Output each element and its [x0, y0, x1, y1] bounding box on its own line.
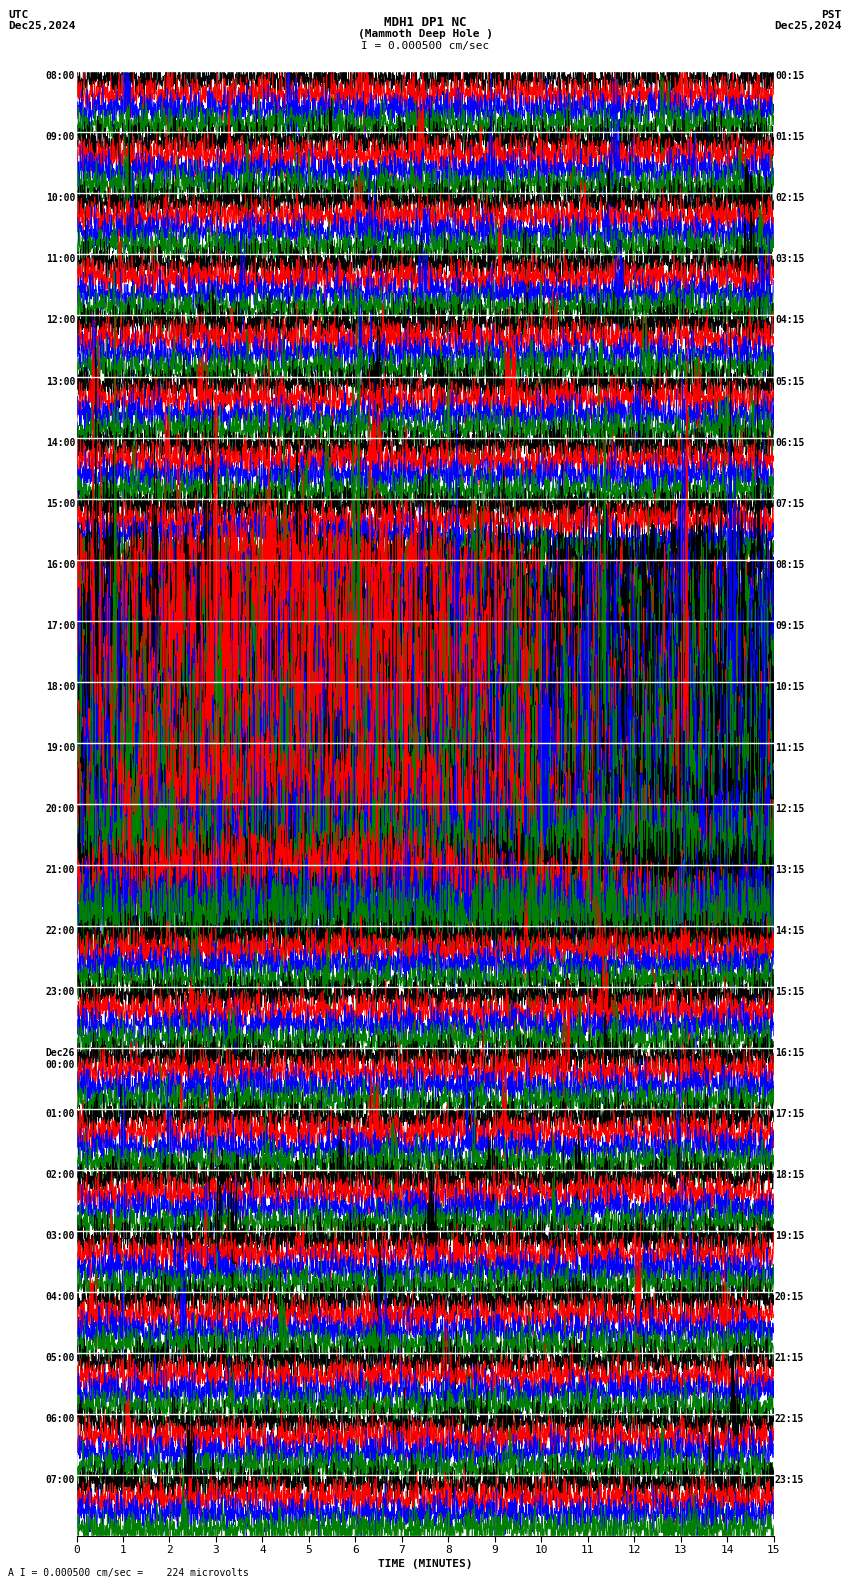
Text: 22:15: 22:15	[775, 1415, 804, 1424]
Text: 08:00: 08:00	[46, 71, 75, 81]
Text: 03:00: 03:00	[46, 1231, 75, 1242]
Text: MDH1 DP1 NC: MDH1 DP1 NC	[383, 16, 467, 29]
Text: 03:15: 03:15	[775, 255, 804, 265]
Text: 02:15: 02:15	[775, 193, 804, 203]
Text: 20:15: 20:15	[775, 1293, 804, 1302]
Text: 19:00: 19:00	[46, 743, 75, 752]
Text: I = 0.000500 cm/sec: I = 0.000500 cm/sec	[361, 41, 489, 51]
Text: 13:15: 13:15	[775, 865, 804, 874]
Text: 00:15: 00:15	[775, 71, 804, 81]
Text: 15:00: 15:00	[46, 499, 75, 508]
Text: 16:00: 16:00	[46, 559, 75, 570]
Text: 06:15: 06:15	[775, 437, 804, 448]
Text: 21:00: 21:00	[46, 865, 75, 874]
Text: 05:15: 05:15	[775, 377, 804, 386]
Text: 01:00: 01:00	[46, 1109, 75, 1120]
Text: 01:15: 01:15	[775, 133, 804, 143]
Text: 12:15: 12:15	[775, 803, 804, 814]
Text: 17:00: 17:00	[46, 621, 75, 630]
Text: Dec25,2024: Dec25,2024	[8, 21, 76, 30]
Text: 07:15: 07:15	[775, 499, 804, 508]
Text: 22:00: 22:00	[46, 927, 75, 936]
Text: 02:00: 02:00	[46, 1171, 75, 1180]
Text: PST: PST	[821, 10, 842, 19]
Text: 18:15: 18:15	[775, 1171, 804, 1180]
Text: 14:00: 14:00	[46, 437, 75, 448]
Text: 18:00: 18:00	[46, 681, 75, 692]
X-axis label: TIME (MINUTES): TIME (MINUTES)	[377, 1559, 473, 1570]
Text: 04:15: 04:15	[775, 315, 804, 325]
Text: A I = 0.000500 cm/sec =    224 microvolts: A I = 0.000500 cm/sec = 224 microvolts	[8, 1568, 249, 1578]
Text: 11:15: 11:15	[775, 743, 804, 752]
Text: 10:00: 10:00	[46, 193, 75, 203]
Text: 10:15: 10:15	[775, 681, 804, 692]
Text: Dec25,2024: Dec25,2024	[774, 21, 842, 30]
Text: 09:00: 09:00	[46, 133, 75, 143]
Text: 09:15: 09:15	[775, 621, 804, 630]
Text: 07:00: 07:00	[46, 1475, 75, 1486]
Text: 16:15: 16:15	[775, 1049, 804, 1058]
Text: 20:00: 20:00	[46, 803, 75, 814]
Text: 21:15: 21:15	[775, 1353, 804, 1364]
Text: Dec26
00:00: Dec26 00:00	[46, 1049, 75, 1069]
Text: 04:00: 04:00	[46, 1293, 75, 1302]
Text: 12:00: 12:00	[46, 315, 75, 325]
Text: 23:15: 23:15	[775, 1475, 804, 1486]
Text: 23:00: 23:00	[46, 987, 75, 996]
Text: 13:00: 13:00	[46, 377, 75, 386]
Text: 19:15: 19:15	[775, 1231, 804, 1242]
Text: 05:00: 05:00	[46, 1353, 75, 1364]
Text: UTC: UTC	[8, 10, 29, 19]
Text: (Mammoth Deep Hole ): (Mammoth Deep Hole )	[358, 29, 492, 38]
Text: 11:00: 11:00	[46, 255, 75, 265]
Text: 14:15: 14:15	[775, 927, 804, 936]
Text: 17:15: 17:15	[775, 1109, 804, 1120]
Text: 15:15: 15:15	[775, 987, 804, 996]
Text: 08:15: 08:15	[775, 559, 804, 570]
Text: 06:00: 06:00	[46, 1415, 75, 1424]
